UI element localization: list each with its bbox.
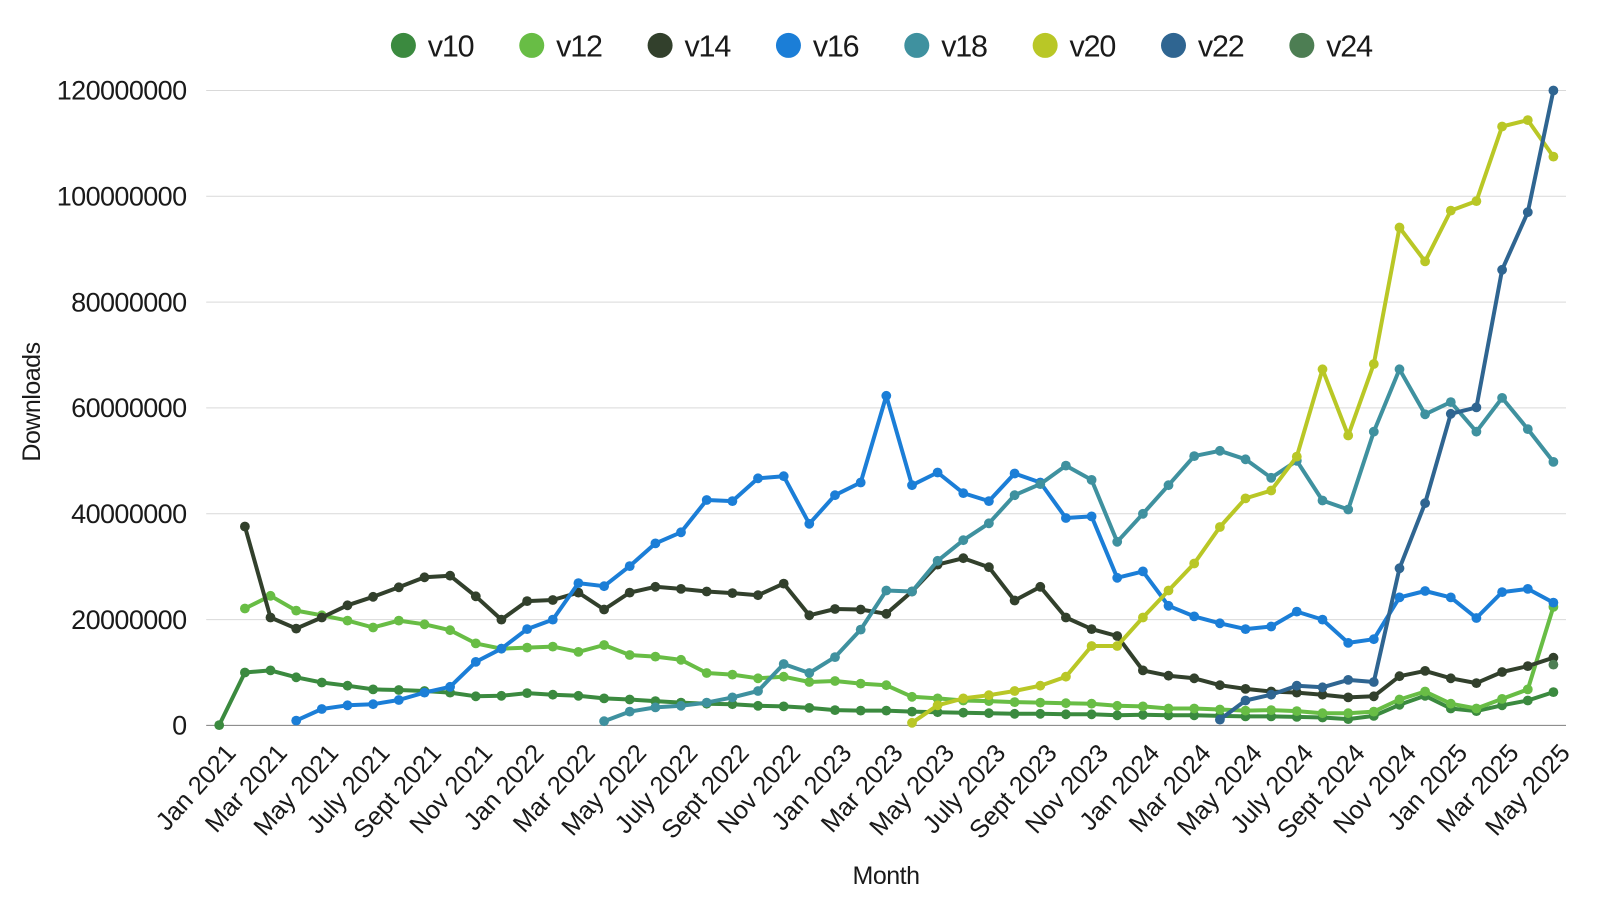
svg-text:v18: v18 bbox=[941, 29, 987, 63]
svg-text:60000000: 60000000 bbox=[71, 393, 186, 423]
svg-text:v12: v12 bbox=[556, 29, 602, 63]
svg-text:v16: v16 bbox=[813, 29, 859, 63]
svg-text:v20: v20 bbox=[1070, 29, 1116, 63]
svg-text:v14: v14 bbox=[685, 29, 732, 63]
svg-text:80000000: 80000000 bbox=[71, 287, 186, 317]
svg-text:Month: Month bbox=[853, 862, 920, 890]
svg-text:120000000: 120000000 bbox=[57, 76, 187, 106]
svg-text:v24: v24 bbox=[1326, 29, 1373, 63]
svg-text:20000000: 20000000 bbox=[71, 605, 186, 635]
svg-text:v10: v10 bbox=[428, 29, 474, 63]
svg-text:Downloads: Downloads bbox=[18, 342, 46, 461]
svg-text:v22: v22 bbox=[1198, 29, 1244, 63]
svg-text:100000000: 100000000 bbox=[57, 182, 187, 212]
svg-text:0: 0 bbox=[172, 711, 186, 741]
svg-text:40000000: 40000000 bbox=[71, 499, 186, 529]
